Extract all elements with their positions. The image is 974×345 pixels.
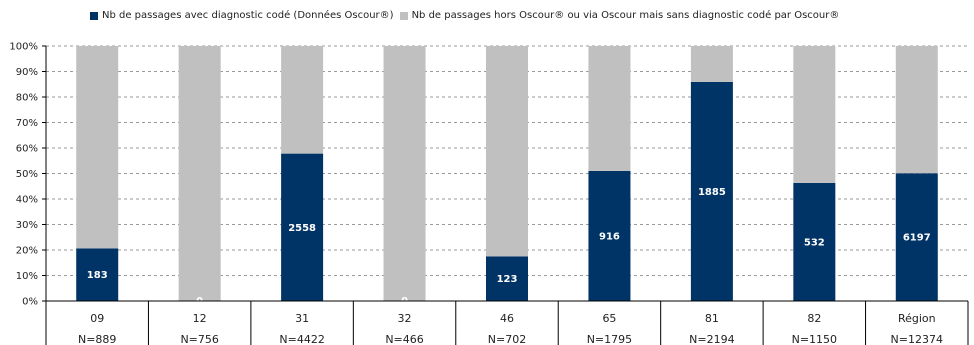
n-label: N=1150 bbox=[792, 333, 837, 345]
category-label: 46 bbox=[500, 312, 514, 325]
y-tick-label: 0% bbox=[22, 297, 38, 308]
category-label: Région bbox=[898, 312, 936, 325]
n-label: N=756 bbox=[180, 333, 218, 345]
legend-swatch-coded bbox=[90, 11, 98, 20]
category-label: 81 bbox=[705, 312, 719, 325]
n-label: N=1795 bbox=[587, 333, 632, 345]
value-label: 183 bbox=[87, 270, 108, 281]
n-label: N=889 bbox=[78, 333, 116, 345]
y-tick-label: 40% bbox=[16, 195, 38, 206]
y-tick-label: 90% bbox=[16, 67, 38, 78]
bar-coded bbox=[895, 173, 938, 301]
value-label: 532 bbox=[804, 237, 825, 248]
value-label: 123 bbox=[497, 274, 518, 285]
value-label: 6197 bbox=[903, 233, 931, 244]
category-label: 32 bbox=[398, 312, 412, 325]
bar-coded bbox=[588, 170, 631, 301]
bar-uncoded bbox=[178, 46, 221, 301]
y-tick-label: 30% bbox=[16, 220, 38, 231]
bar-coded bbox=[76, 248, 119, 301]
category-label: 09 bbox=[90, 312, 104, 325]
bar-coded bbox=[690, 81, 733, 301]
bar-coded bbox=[486, 256, 528, 301]
legend-item-coded: Nb de passages avec diagnostic codé (Don… bbox=[90, 10, 394, 21]
bar-coded bbox=[281, 153, 324, 301]
y-tick-label: 80% bbox=[16, 93, 38, 104]
category-label: 65 bbox=[602, 312, 616, 325]
y-tick-label: 100% bbox=[9, 42, 38, 53]
y-tick-label: 50% bbox=[16, 169, 38, 180]
category-label: 12 bbox=[193, 312, 207, 325]
y-tick-label: 70% bbox=[16, 118, 38, 129]
n-label: N=466 bbox=[385, 333, 423, 345]
bar-uncoded bbox=[383, 46, 426, 301]
value-label: 2558 bbox=[288, 223, 316, 234]
bar-uncoded bbox=[690, 46, 733, 82]
bar-uncoded bbox=[793, 46, 836, 183]
bar-uncoded bbox=[281, 46, 324, 154]
legend: Nb de passages avec diagnostic codé (Don… bbox=[90, 10, 845, 21]
value-label: 916 bbox=[599, 231, 620, 242]
bar-uncoded bbox=[76, 46, 119, 249]
bar-uncoded bbox=[895, 46, 938, 174]
value-label: 1885 bbox=[698, 187, 726, 198]
n-label: N=4422 bbox=[279, 333, 324, 345]
n-label: N=12374 bbox=[891, 333, 943, 345]
bar-uncoded bbox=[588, 46, 631, 171]
legend-label-uncoded: Nb de passages hors Oscour® ou via Oscou… bbox=[411, 10, 840, 21]
category-label: 82 bbox=[807, 312, 821, 325]
category-label: 31 bbox=[295, 312, 309, 325]
y-tick-label: 10% bbox=[16, 271, 38, 282]
bar-uncoded bbox=[486, 46, 528, 257]
bar-coded bbox=[793, 182, 836, 301]
y-tick-label: 60% bbox=[16, 144, 38, 155]
legend-item-uncoded: Nb de passages hors Oscour® ou via Oscou… bbox=[399, 10, 840, 21]
legend-swatch-uncoded bbox=[399, 11, 408, 20]
n-label: N=2194 bbox=[689, 333, 734, 345]
legend-label-coded: Nb de passages avec diagnostic codé (Don… bbox=[102, 10, 394, 21]
y-tick-label: 20% bbox=[16, 246, 38, 257]
n-label: N=702 bbox=[488, 333, 526, 345]
